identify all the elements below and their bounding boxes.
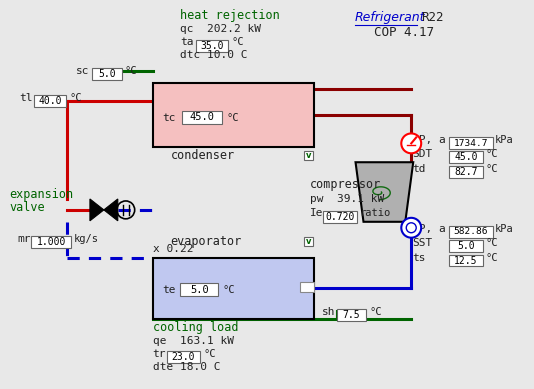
Text: 5.0: 5.0 [98, 69, 116, 79]
Text: kg/s: kg/s [74, 234, 99, 244]
Polygon shape [104, 199, 118, 221]
Text: pw  39.1 kW: pw 39.1 kW [310, 194, 384, 204]
Text: x 0.22: x 0.22 [153, 244, 193, 254]
FancyBboxPatch shape [449, 254, 483, 266]
Text: tl: tl [19, 93, 33, 103]
Text: COP 4.17: COP 4.17 [374, 26, 435, 39]
Text: v: v [305, 237, 311, 246]
Circle shape [401, 133, 421, 153]
FancyBboxPatch shape [197, 40, 228, 52]
Text: 82.7: 82.7 [454, 167, 478, 177]
FancyBboxPatch shape [336, 309, 366, 321]
Text: 0.720: 0.720 [325, 212, 354, 222]
Text: °C: °C [125, 66, 137, 76]
FancyBboxPatch shape [180, 283, 218, 296]
FancyBboxPatch shape [31, 236, 71, 248]
Text: °C: °C [222, 285, 235, 295]
Text: v: v [305, 151, 311, 160]
Polygon shape [90, 199, 104, 221]
Text: ratio: ratio [359, 208, 391, 218]
Text: kPa: kPa [495, 224, 514, 234]
FancyBboxPatch shape [153, 83, 314, 147]
Text: ta: ta [180, 37, 194, 47]
Text: Ie: Ie [310, 208, 323, 218]
Text: °C: °C [69, 93, 82, 103]
Text: 45.0: 45.0 [454, 152, 478, 162]
Polygon shape [156, 87, 242, 142]
FancyBboxPatch shape [449, 166, 483, 178]
Text: td: td [412, 164, 426, 174]
FancyBboxPatch shape [167, 351, 200, 363]
Text: sh: sh [321, 307, 335, 317]
Text: qe  163.1 kW: qe 163.1 kW [153, 336, 233, 346]
FancyBboxPatch shape [323, 211, 357, 223]
Text: 40.0: 40.0 [38, 96, 62, 106]
Circle shape [401, 218, 421, 238]
Text: mr: mr [17, 234, 31, 244]
Text: 7.5: 7.5 [343, 310, 360, 320]
Text: cooling load: cooling load [153, 321, 238, 334]
Text: evaporator: evaporator [170, 235, 242, 248]
FancyBboxPatch shape [304, 151, 313, 160]
Text: 35.0: 35.0 [201, 41, 224, 51]
Text: SST: SST [412, 238, 433, 248]
Text: 582.86: 582.86 [454, 227, 488, 236]
Text: 1.000: 1.000 [36, 237, 66, 247]
Text: °C: °C [203, 349, 216, 359]
FancyBboxPatch shape [304, 237, 313, 245]
FancyBboxPatch shape [300, 282, 314, 292]
Text: 1734.7: 1734.7 [454, 139, 488, 148]
Text: dtc 10.0 C: dtc 10.0 C [180, 50, 248, 60]
FancyBboxPatch shape [183, 110, 222, 124]
Text: °C: °C [486, 238, 498, 248]
FancyBboxPatch shape [449, 226, 493, 238]
FancyBboxPatch shape [92, 68, 122, 80]
Text: °C: °C [486, 164, 498, 174]
Text: °C: °C [486, 149, 498, 159]
Text: tc: tc [162, 112, 176, 123]
Text: 45.0: 45.0 [190, 112, 215, 122]
Text: Refrigerant: Refrigerant [355, 11, 425, 24]
Text: compressor: compressor [310, 178, 381, 191]
FancyBboxPatch shape [34, 95, 66, 107]
Polygon shape [156, 261, 242, 314]
Text: R22: R22 [421, 11, 444, 24]
Text: ts: ts [412, 252, 426, 263]
Text: 5.0: 5.0 [190, 285, 209, 295]
Text: °C: °C [231, 37, 244, 47]
Text: °C: °C [226, 112, 239, 123]
Text: valve: valve [10, 201, 45, 214]
FancyBboxPatch shape [449, 137, 493, 149]
Text: qc  202.2 kW: qc 202.2 kW [180, 24, 262, 34]
Text: tr: tr [153, 349, 166, 359]
FancyBboxPatch shape [449, 240, 483, 252]
Text: °C: °C [486, 252, 498, 263]
Text: condenser: condenser [170, 149, 234, 162]
Polygon shape [356, 162, 413, 222]
Text: 5.0: 5.0 [457, 241, 475, 251]
Text: dte 18.0 C: dte 18.0 C [153, 362, 220, 372]
FancyBboxPatch shape [153, 258, 314, 319]
Text: LP, a: LP, a [412, 224, 446, 234]
Text: expansion: expansion [10, 188, 74, 201]
Text: te: te [162, 285, 176, 295]
Text: HP, a: HP, a [412, 135, 446, 145]
Text: kPa: kPa [495, 135, 514, 145]
Text: SDT: SDT [412, 149, 433, 159]
Text: 12.5: 12.5 [454, 256, 478, 266]
FancyBboxPatch shape [449, 151, 483, 163]
Text: heat rejection: heat rejection [180, 9, 280, 22]
Text: °C: °C [370, 307, 382, 317]
Text: sc: sc [76, 66, 90, 76]
Text: 23.0: 23.0 [172, 352, 195, 362]
